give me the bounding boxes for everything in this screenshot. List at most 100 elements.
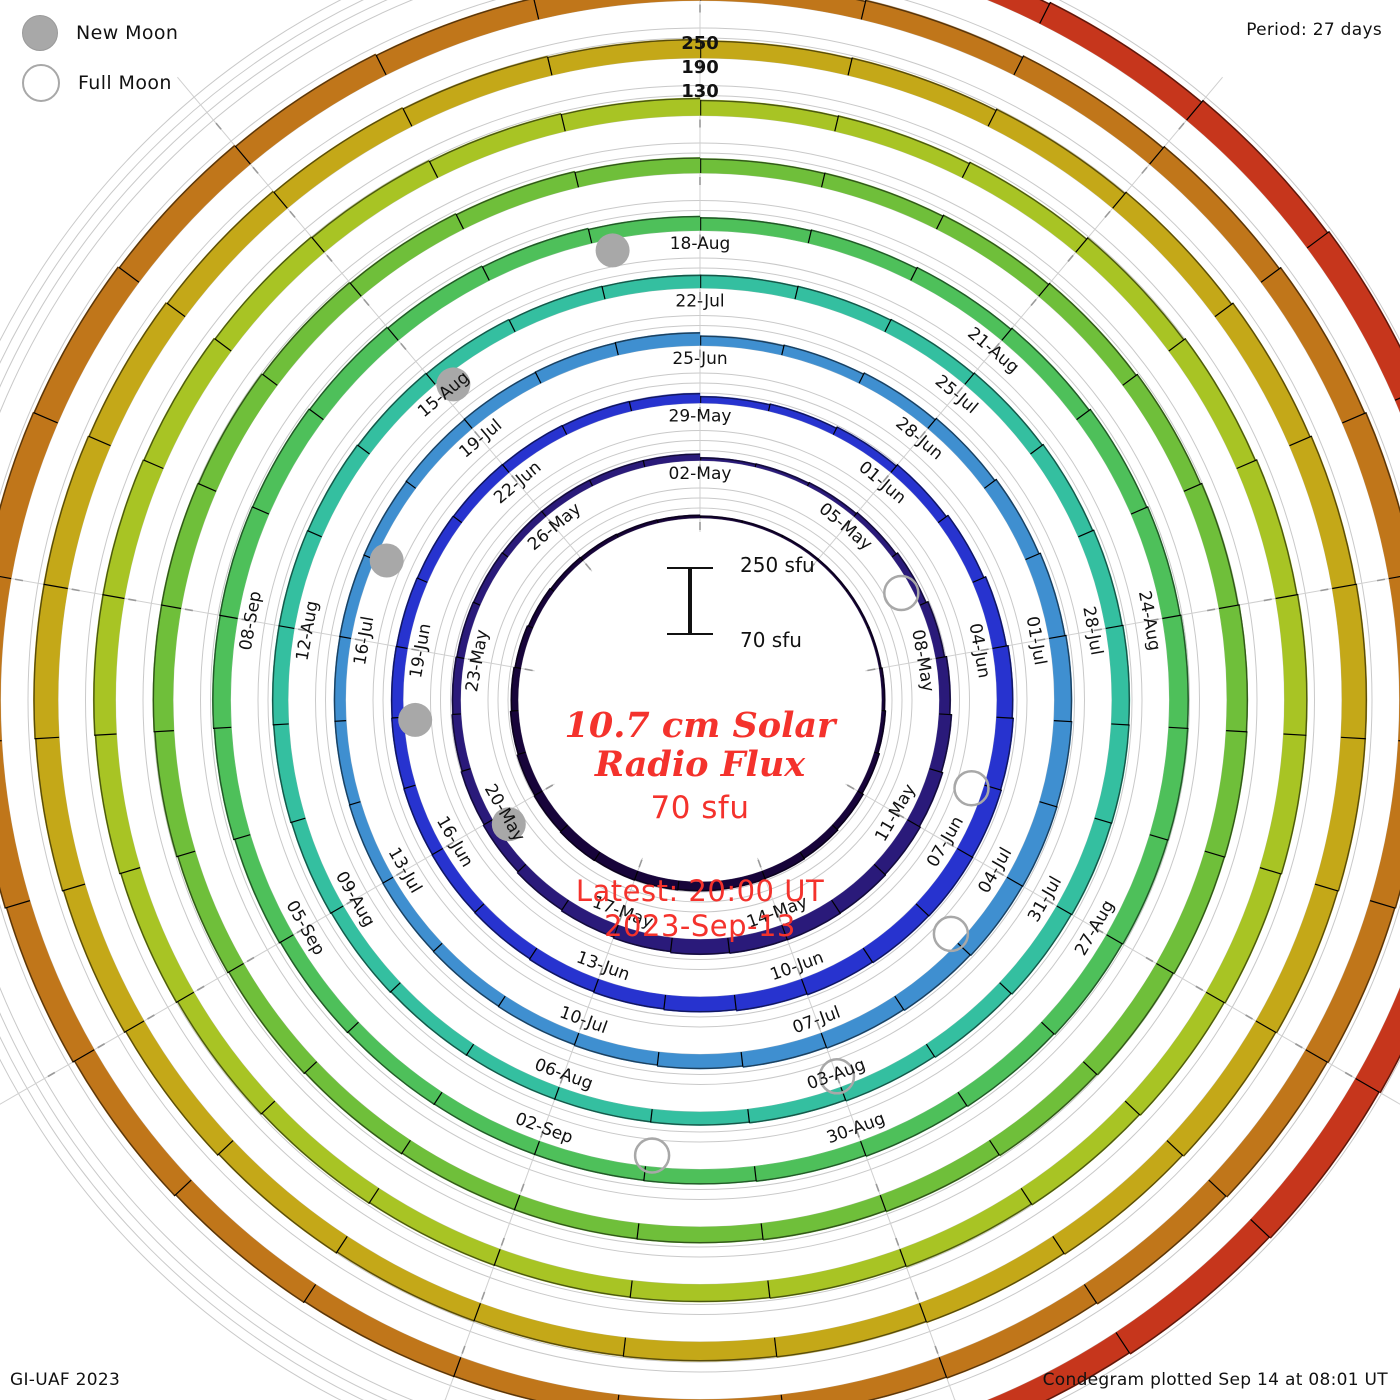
day-boundary-tick <box>212 726 232 729</box>
condegram-daily-segment <box>861 0 1024 76</box>
segment-cap <box>677 888 723 892</box>
day-boundary-tick <box>834 115 840 132</box>
day-boundary-tick <box>234 145 251 165</box>
condegram-daily-segment <box>964 372 1044 455</box>
segment-cap <box>498 1005 575 1046</box>
day-boundary-tick <box>1111 723 1130 726</box>
day-scale-tick <box>241 618 250 622</box>
day-boundary-tick <box>1168 337 1187 352</box>
segment-cap <box>783 344 864 375</box>
segment-cap <box>863 372 936 421</box>
day-boundary-tick <box>807 229 813 244</box>
day-boundary-tick <box>1112 191 1127 209</box>
condegram-daily-segment <box>0 411 58 579</box>
ring-date-label: 22-Jul <box>675 292 724 312</box>
day-boundary-tick <box>907 819 921 828</box>
day-boundary-tick <box>938 1357 948 1378</box>
segment-cap <box>807 961 873 996</box>
segment-cap <box>1039 0 1050 5</box>
day-boundary-tick <box>587 228 593 244</box>
new-moon-icon <box>22 15 58 51</box>
condegram-daily-segment <box>1048 635 1073 722</box>
segment-cap <box>533 795 562 832</box>
day-boundary-tick <box>311 236 325 253</box>
condegram-daily-segment <box>271 625 295 726</box>
day-boundary-tick <box>1355 1077 1380 1093</box>
segment-cap <box>391 646 398 718</box>
current-flux-value: 70 sfu <box>650 790 750 827</box>
condegram-daily-segment <box>1001 327 1090 420</box>
day-boundary-tick <box>403 784 416 790</box>
segment-cap <box>971 789 1002 858</box>
ring-date-label: 25-Jun <box>672 349 727 369</box>
day-boundary-tick <box>873 863 887 876</box>
day-boundary-tick <box>273 191 288 209</box>
condegram-daily-segment <box>1394 397 1400 413</box>
condegram-daily-segment <box>1115 1219 1271 1355</box>
day-scale-tick <box>14 578 24 582</box>
day-scale-tick <box>252 166 259 174</box>
segment-cap <box>502 510 543 554</box>
legend-item-full-moon: Full Moon <box>22 58 178 108</box>
day-boundary-tick <box>754 463 757 468</box>
day-boundary-tick <box>405 480 417 489</box>
segment-cap <box>1039 552 1066 636</box>
condegram-daily-segment <box>754 463 810 487</box>
day-boundary-tick <box>628 401 633 412</box>
latest-time: Latest: 20:00 UT <box>575 874 825 909</box>
new-moon-marker-icon <box>595 233 630 268</box>
segment-cap <box>729 938 788 954</box>
day-boundary-tick <box>858 372 866 384</box>
condegram-daily-segment <box>34 737 86 892</box>
day-boundary-tick <box>1124 1100 1141 1116</box>
day-boundary-tick <box>847 57 853 76</box>
condegram-daily-segment <box>699 0 866 20</box>
day-boundary-tick <box>61 883 86 892</box>
day-boundary-tick <box>919 1303 927 1323</box>
condegram-daily-segment <box>0 576 12 741</box>
day-boundary-tick <box>432 942 443 953</box>
day-boundary-tick <box>820 1032 828 1049</box>
day-scale-tick <box>757 859 762 868</box>
day-scale-tick <box>411 648 420 652</box>
day-boundary-tick <box>1236 459 1258 470</box>
day-scale-tick <box>777 913 782 922</box>
day-boundary-tick <box>957 1091 968 1107</box>
day-boundary-tick <box>303 1061 318 1075</box>
condegram-daily-segment <box>1204 730 1248 858</box>
day-scale-tick <box>855 1129 860 1138</box>
condegram-daily-segment <box>1388 576 1400 741</box>
segment-cap <box>516 871 563 911</box>
segment-cap <box>903 954 971 1011</box>
legend-label-full-moon: Full Moon <box>78 72 172 94</box>
segment-cap <box>1355 584 1367 739</box>
condegram-daily-segment <box>152 604 182 733</box>
day-scale-tick <box>796 967 801 976</box>
condegram-daily-segment <box>534 1140 646 1182</box>
day-boundary-tick <box>964 372 976 385</box>
day-scale-tick <box>1030 298 1037 307</box>
day-boundary-tick <box>533 1140 540 1156</box>
segment-cap <box>307 444 359 532</box>
day-boundary-tick <box>335 1236 348 1254</box>
day-boundary-tick <box>119 867 141 875</box>
day-boundary-tick <box>261 373 278 386</box>
segment-cap <box>856 512 897 555</box>
day-boundary-tick <box>840 1086 847 1101</box>
segment-cap <box>529 958 595 993</box>
segment-cap <box>212 615 221 729</box>
segment-cap <box>559 831 595 861</box>
day-scale-tick <box>1067 254 1074 262</box>
condegram-daily-segment <box>534 342 619 384</box>
day-scale-tick <box>196 985 205 991</box>
day-boundary-tick <box>416 577 428 583</box>
segment-cap <box>1394 889 1400 909</box>
condegram-daily-segment <box>1236 459 1298 599</box>
segment-cap <box>535 342 616 373</box>
condegram-daily-segment <box>589 459 646 487</box>
new-moon-marker-icon <box>398 702 433 737</box>
day-boundary-tick <box>1250 1219 1271 1238</box>
day-boundary-tick <box>1013 55 1025 76</box>
segment-cap <box>334 721 351 806</box>
